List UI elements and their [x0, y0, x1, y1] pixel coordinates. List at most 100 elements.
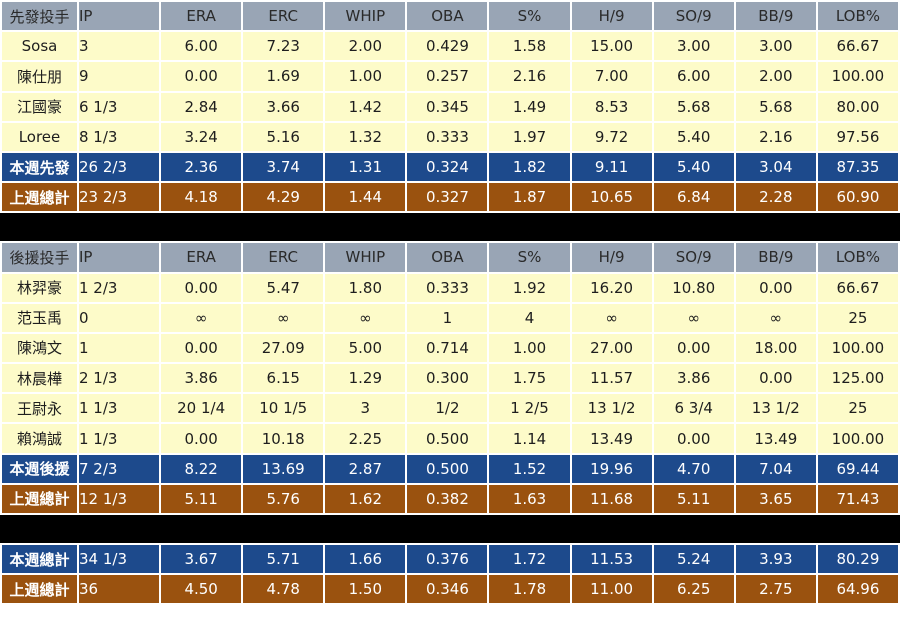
pitcher-row: 范玉禹 0 ∞ ∞ ∞ 1 4 ∞ ∞ ∞ 25 — [2, 303, 898, 332]
stat-cell: 1.82 — [489, 152, 570, 182]
stat-cell: 2.87 — [325, 454, 406, 483]
stat-cell: 0.257 — [407, 62, 488, 91]
pitcher-row: 江國豪 6 1/3 2.84 3.66 1.42 0.345 1.49 8.53 5.68 5.6… — [2, 92, 898, 121]
stat-cell: 0.00 — [735, 364, 816, 393]
stat-cell: 13.69 — [243, 454, 324, 483]
this-week-row: 本週後援 7 2/3 8.22 13.69 2.87 0.500 1.52 19.96 4.70… — [2, 454, 898, 483]
stat-cell: 100.00 — [817, 424, 898, 453]
stat-cell: BB/9 — [735, 2, 816, 31]
stat-cell: 9.11 — [571, 152, 652, 182]
section-separator — [0, 213, 900, 242]
stat-cell: 100.00 — [817, 62, 898, 91]
stat-cell: 66.67 — [817, 32, 898, 61]
stat-cell: 1.50 — [325, 575, 406, 604]
stat-cell: 0.333 — [407, 122, 488, 151]
stat-cell: 1.72 — [489, 545, 570, 574]
stat-cell: 80.00 — [817, 92, 898, 121]
stat-cell: 1.29 — [325, 364, 406, 393]
row-label-cell: 後援投手 — [2, 243, 77, 272]
stat-cell: 0.382 — [407, 484, 488, 513]
stat-cell: 66.67 — [817, 273, 898, 302]
stat-cell: LOB% — [817, 2, 898, 31]
stat-cell: 8 1/3 — [79, 122, 160, 151]
stat-cell: 26 2/3 — [79, 152, 160, 182]
stat-cell: 1.00 — [489, 333, 570, 363]
stat-cell: 1/2 — [407, 394, 488, 423]
stat-cell: 25 — [817, 394, 898, 423]
stat-cell: 1.63 — [489, 484, 570, 513]
stat-cell: OBA — [407, 2, 488, 31]
stat-cell: 0.300 — [407, 364, 488, 393]
stat-cell: 34 1/3 — [79, 545, 160, 574]
stat-cell: 10.80 — [653, 273, 734, 302]
stat-cell: 0.00 — [161, 424, 242, 453]
last-week-total-row: 上週總計 36 4.50 4.78 1.50 0.346 1.78 11.00 6.25 2.75… — [2, 575, 898, 604]
stat-cell: 1.32 — [325, 122, 406, 151]
stat-cell: WHIP — [325, 2, 406, 31]
stat-cell: 11.57 — [571, 364, 652, 393]
stat-cell: 1 1/3 — [79, 424, 160, 453]
stat-cell: 69.44 — [817, 454, 898, 483]
stat-cell: 1 1/3 — [79, 394, 160, 423]
stat-cell: 3.86 — [653, 364, 734, 393]
relievers-table: 後援投手 IP ERA ERC WHIP OBA S% H/9 SO/9 BB/9 LOB% 林羿豪 1… — [0, 241, 900, 515]
last-week-row: 上週總計 12 1/3 5.11 5.76 1.62 0.382 1.63 11.68 5.11… — [2, 484, 898, 513]
row-label-cell: Loree — [2, 122, 77, 151]
stat-cell: 5.40 — [653, 122, 734, 151]
stat-cell: 0.333 — [407, 273, 488, 302]
stat-cell: 2.16 — [489, 62, 570, 91]
stat-cell: 3 — [325, 394, 406, 423]
row-label-cell: 賴鴻誠 — [2, 424, 77, 453]
pitcher-row: 陳鴻文 1 0.00 27.09 5.00 0.714 1.00 27.00 0.00 18.00… — [2, 333, 898, 363]
stat-cell: 1 — [407, 303, 488, 332]
stat-cell: 5.68 — [653, 92, 734, 121]
stat-cell: 8.53 — [571, 92, 652, 121]
stat-cell: 16.20 — [571, 273, 652, 302]
stat-cell: 0.00 — [653, 424, 734, 453]
row-label-cell: 上週總計 — [2, 484, 77, 513]
stat-cell: 2.84 — [161, 92, 242, 121]
stat-cell: 18.00 — [735, 333, 816, 363]
stat-cell: 12 1/3 — [79, 484, 160, 513]
stat-cell: 125.00 — [817, 364, 898, 393]
row-label-cell: 本週先發 — [2, 152, 77, 182]
pitcher-row: 林晨樺 2 1/3 3.86 6.15 1.29 0.300 1.75 11.57 3.86 0.… — [2, 364, 898, 393]
stat-cell: 0.714 — [407, 333, 488, 363]
stat-cell: 11.00 — [571, 575, 652, 604]
stat-cell: 8.22 — [161, 454, 242, 483]
stat-cell: 100.00 — [817, 333, 898, 363]
stat-cell: 0.00 — [735, 273, 816, 302]
stat-cell: 2.00 — [735, 62, 816, 91]
stat-cell: 1.49 — [489, 92, 570, 121]
stat-cell: SO/9 — [653, 2, 734, 31]
stat-cell: 1.00 — [325, 62, 406, 91]
section-separator — [0, 515, 900, 543]
stat-cell: 4.18 — [161, 183, 242, 212]
row-label-cell: 陳鴻文 — [2, 333, 77, 363]
stat-cell: 0.00 — [161, 62, 242, 91]
stat-cell: 1.69 — [243, 62, 324, 91]
stat-cell: 6.25 — [653, 575, 734, 604]
stat-cell: 1 2/3 — [79, 273, 160, 302]
stat-cell: 2.16 — [735, 122, 816, 151]
stat-cell: 4.50 — [161, 575, 242, 604]
stat-cell: 23 2/3 — [79, 183, 160, 212]
stat-cell: 9 — [79, 62, 160, 91]
stat-cell: 7 2/3 — [79, 454, 160, 483]
stat-cell: SO/9 — [653, 243, 734, 272]
stat-cell: 5.24 — [653, 545, 734, 574]
stat-cell: 6 1/3 — [79, 92, 160, 121]
stat-cell: 80.29 — [817, 545, 898, 574]
stat-cell: ERA — [161, 2, 242, 31]
stat-cell: 27.09 — [243, 333, 324, 363]
stat-cell: 20 1/4 — [161, 394, 242, 423]
stat-cell: 5.00 — [325, 333, 406, 363]
stat-cell: 5.71 — [243, 545, 324, 574]
this-week-row: 本週先發 26 2/3 2.36 3.74 1.31 0.324 1.82 9.11 5.40 3… — [2, 152, 898, 182]
stat-cell: 97.56 — [817, 122, 898, 151]
stat-cell: 1.52 — [489, 454, 570, 483]
stat-cell: 5.40 — [653, 152, 734, 182]
row-label-cell: 陳仕朋 — [2, 62, 77, 91]
stat-cell: 6.84 — [653, 183, 734, 212]
stat-cell: ∞ — [243, 303, 324, 332]
